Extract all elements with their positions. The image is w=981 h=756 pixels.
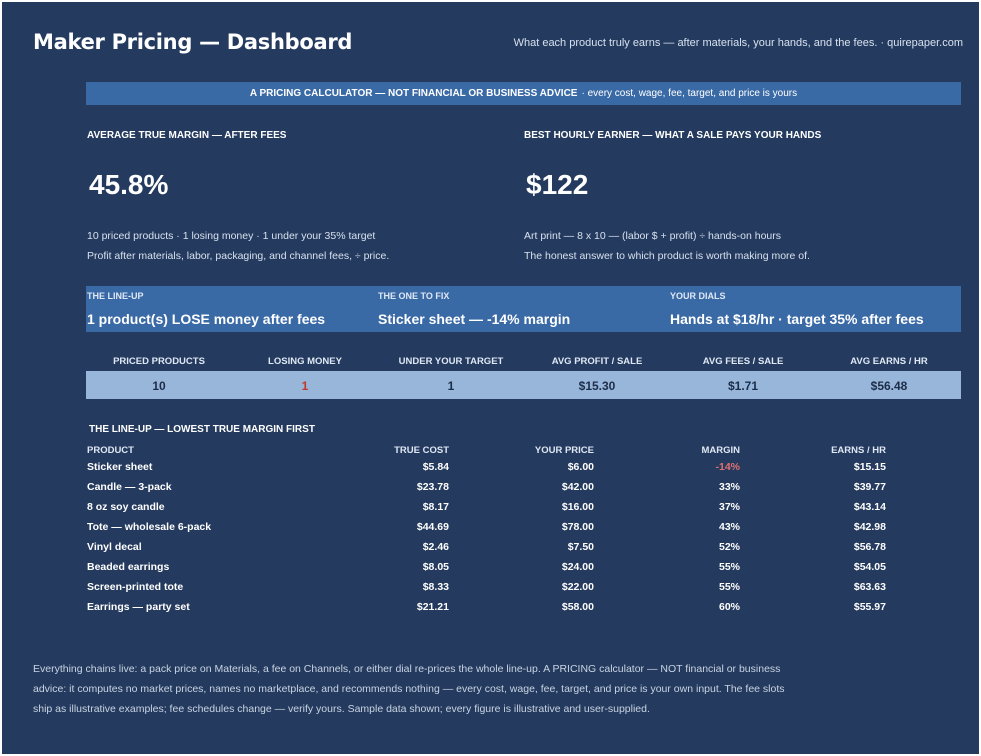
cell-earns: $54.05 <box>853 561 886 573</box>
cell-product: Candle — 3-pack <box>87 481 172 493</box>
cell-margin: 55% <box>718 581 740 593</box>
best-hourly-value: $122 <box>526 169 589 200</box>
cell-earns: $55.97 <box>853 601 886 613</box>
cell-margin: 55% <box>718 561 740 573</box>
stat-value-avg-profit: $15.30 <box>578 379 616 393</box>
band-fix-label: THE ONE TO FIX <box>378 291 450 301</box>
stat-value-priced: 10 <box>152 379 166 393</box>
stat-header-losing: LOSING MONEY <box>268 356 342 367</box>
band-fix-value: Sticker sheet — -14% margin <box>378 311 571 327</box>
col-header-true-cost: TRUE COST <box>394 445 449 456</box>
col-header-margin: MARGIN <box>701 445 740 456</box>
disclaimer-banner: A PRICING CALCULATOR — NOT FINANCIAL OR … <box>86 82 961 105</box>
cell-your-price: $78.00 <box>561 521 594 533</box>
stat-header-priced: PRICED PRODUCTS <box>113 356 205 367</box>
summary-band: THE LINE-UP 1 product(s) LOSE money afte… <box>86 286 961 332</box>
cell-margin: 33% <box>718 481 740 493</box>
avg-margin-value: 45.8% <box>89 169 169 200</box>
col-header-your-price: YOUR PRICE <box>534 445 594 456</box>
cell-product: Tote — wholesale 6-pack <box>87 521 212 533</box>
footer-disclaimer: Everything chains live: a pack price on … <box>33 659 823 719</box>
stat-header-avg-profit: AVG PROFIT / SALE <box>551 356 643 367</box>
cell-true-cost: $2.46 <box>422 541 449 553</box>
lineup-title: THE LINE-UP — LOWEST TRUE MARGIN FIRST <box>89 424 315 435</box>
stat-header-avg-earns: AVG EARNS / HR <box>850 356 928 367</box>
cell-true-cost: $23.78 <box>416 481 449 493</box>
stat-value-avg-earns: $56.48 <box>870 379 908 393</box>
cell-true-cost: $21.21 <box>416 601 449 613</box>
cell-margin: -14% <box>715 461 740 473</box>
cell-your-price: $16.00 <box>561 501 594 513</box>
best-hourly-note-2: The honest answer to which product is wo… <box>524 250 810 262</box>
cell-margin: 60% <box>718 601 740 613</box>
cell-earns: $42.98 <box>853 521 886 533</box>
cell-your-price: $7.50 <box>567 541 594 553</box>
col-header-product: PRODUCT <box>87 445 134 456</box>
cell-product: 8 oz soy candle <box>87 501 165 513</box>
stat-header-under-target: UNDER YOUR TARGET <box>398 356 504 367</box>
cell-true-cost: $5.84 <box>422 461 449 473</box>
footer-line-1: Everything chains live: a pack price on … <box>33 663 781 675</box>
cell-your-price: $22.00 <box>561 581 594 593</box>
page-title: Maker Pricing — Dashboard <box>33 30 353 54</box>
cell-product: Screen-printed tote <box>87 581 184 593</box>
stat-value-losing: 1 <box>301 379 309 393</box>
cell-your-price: $24.00 <box>561 561 594 573</box>
best-hourly-note-1: Art print — 8 x 10 — (labor $ + profit) … <box>524 230 782 242</box>
cell-margin: 37% <box>718 501 740 513</box>
cell-margin: 43% <box>718 521 740 533</box>
stat-value-avg-fees: $1.71 <box>727 379 759 393</box>
stats-bar <box>86 371 961 399</box>
cell-earns: $39.77 <box>853 481 886 493</box>
cell-your-price: $58.00 <box>561 601 594 613</box>
band-lineup-label: THE LINE-UP <box>87 291 144 301</box>
stat-value-under-target: 1 <box>447 379 455 393</box>
cell-true-cost: $8.05 <box>422 561 449 573</box>
cell-true-cost: $8.33 <box>422 581 449 593</box>
cell-true-cost: $44.69 <box>416 521 449 533</box>
cell-margin: 52% <box>718 541 740 553</box>
footer-line-3: ship as illustrative examples; fee sched… <box>33 703 650 715</box>
cell-product: Beaded earrings <box>87 561 170 573</box>
stat-header-avg-fees: AVG FEES / SALE <box>702 356 784 367</box>
band-dials-value: Hands at $18/hr · target 35% after fees <box>670 311 924 327</box>
best-hourly-label: BEST HOURLY EARNER — WHAT A SALE PAYS YO… <box>524 130 822 141</box>
banner-main-text: A PRICING CALCULATOR — NOT FINANCIAL OR … <box>249 88 578 99</box>
cell-product: Sticker sheet <box>87 461 153 473</box>
band-dials-label: YOUR DIALS <box>670 291 726 301</box>
cell-true-cost: $8.17 <box>422 501 449 513</box>
band-lineup-value: 1 product(s) LOSE money after fees <box>87 311 326 327</box>
avg-margin-note-1: 10 priced products · 1 losing money · 1 … <box>87 230 376 242</box>
avg-margin-label: AVERAGE TRUE MARGIN — AFTER FEES <box>87 130 287 141</box>
cell-earns: $15.15 <box>853 461 886 473</box>
cell-earns: $63.63 <box>853 581 886 593</box>
page-tagline: What each product truly earns — after ma… <box>513 37 963 49</box>
avg-margin-note-2: Profit after materials, labor, packaging… <box>87 250 390 262</box>
cell-earns: $43.14 <box>853 501 886 513</box>
cell-your-price: $42.00 <box>561 481 594 493</box>
footer-line-2: advice: it computes no market prices, na… <box>33 683 785 695</box>
cell-your-price: $6.00 <box>567 461 594 473</box>
cell-product: Earrings — party set <box>87 601 190 613</box>
cell-product: Vinyl decal <box>87 541 142 553</box>
cell-earns: $56.78 <box>853 541 886 553</box>
banner-sub-text: · every cost, wage, fee, target, and pri… <box>581 88 798 99</box>
col-header-earns: EARNS / HR <box>831 445 886 456</box>
